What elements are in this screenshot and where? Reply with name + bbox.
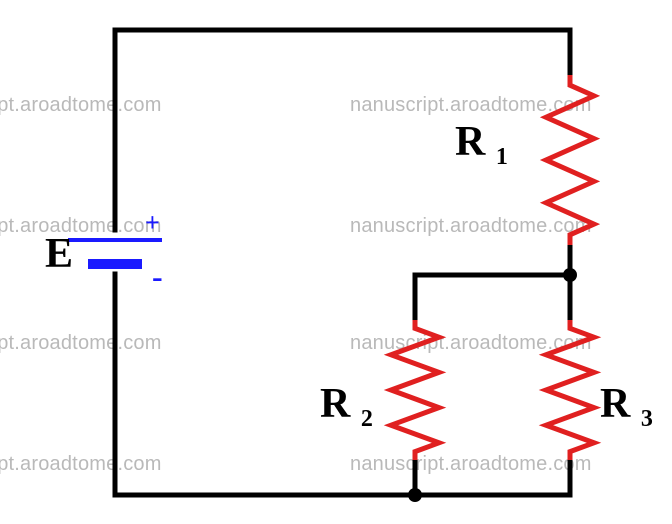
resistor-r1 [546, 75, 594, 245]
r1-label-base: R [455, 118, 485, 166]
battery-minus-sign: - [152, 258, 163, 295]
r2-label: R 2 [320, 380, 373, 431]
node-bottom-junction [408, 488, 422, 502]
r3-label-sub: 3 [641, 407, 653, 431]
plus-text: + [145, 208, 160, 237]
r2-label-base: R [320, 380, 350, 428]
r2-label-sub: 2 [361, 407, 373, 431]
source-label-base: E [45, 230, 73, 278]
r1-label-sub: 1 [496, 145, 508, 169]
battery-plus-sign: + [145, 208, 160, 238]
r1-label: R 1 [455, 118, 508, 169]
node-top-junction [563, 268, 577, 282]
r3-label-base: R [600, 380, 630, 428]
circuit-svg [0, 0, 672, 524]
r3-label: R 3 [600, 380, 653, 431]
minus-text: - [152, 258, 163, 294]
resistor-r3 [546, 320, 594, 460]
resistor-r2 [391, 320, 439, 460]
source-label: E [45, 230, 84, 278]
circuit-diagram: nanuscript.aroadtome.comnanuscript.aroad… [0, 0, 672, 524]
